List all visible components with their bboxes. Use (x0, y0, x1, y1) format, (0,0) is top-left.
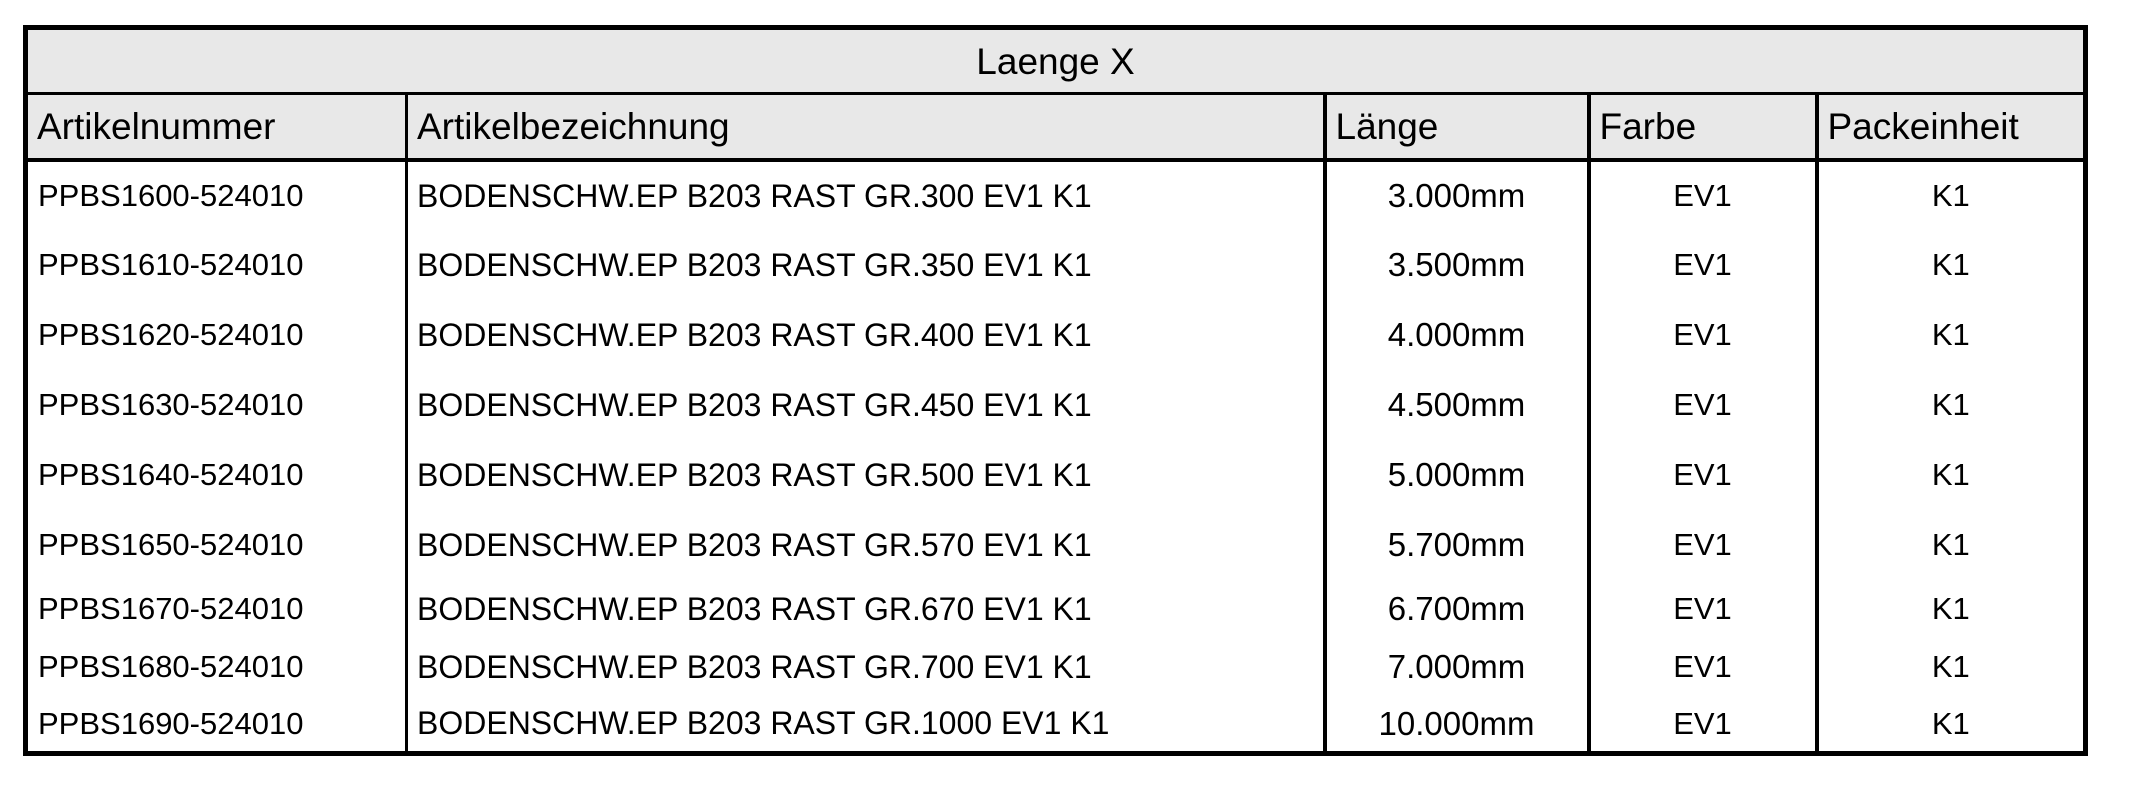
cell-artikelnummer: PPBS1620-524010 (38, 317, 304, 352)
cell-artikelbezeichnung: BODENSCHW.EP B203 RAST GR.450 EV1 K1 (405, 369, 1325, 440)
cell-artikelnummer: PPBS1650-524010 (38, 527, 304, 562)
cell-artikelnummer: PPBS1600-524010 (38, 178, 304, 213)
column-header-artikelbezeichnung: Artikelbezeichnung (405, 93, 1325, 162)
column-header-packeinheit: Packeinheit (1814, 93, 2086, 162)
cell-artikelbezeichnung: BODENSCHW.EP B203 RAST GR.400 EV1 K1 (405, 299, 1325, 370)
cell-artikelnummer: PPBS1610-524010 (38, 247, 304, 282)
table-title: Laenge X (25, 27, 2086, 95)
cell-farbe: EV1 (1586, 439, 1817, 510)
cell-artikelnummer: PPBS1630-524010 (38, 387, 304, 422)
cell-farbe: EV1 (1586, 637, 1817, 696)
cell-farbe: EV1 (1586, 159, 1817, 230)
cell-laenge: 4.500mm (1322, 369, 1589, 440)
table-row: PPBS1670-524010 BODENSCHW.EP B203 RAST G… (26, 579, 2086, 638)
cell-packeinheit: K1 (1814, 229, 2086, 300)
cell-packeinheit: K1 (1814, 369, 2086, 440)
column-header-artikelnummer: Artikelnummer (25, 93, 407, 162)
cell-packeinheit: K1 (1814, 579, 2086, 638)
cell-laenge: 6.700mm (1322, 579, 1589, 638)
table-row: PPBS1640-524010 BODENSCHW.EP B203 RAST G… (26, 439, 2086, 510)
cell-artikelbezeichnung: BODENSCHW.EP B203 RAST GR.500 EV1 K1 (405, 439, 1325, 510)
cell-artikelbezeichnung: BODENSCHW.EP B203 RAST GR.350 EV1 K1 (405, 229, 1325, 300)
column-header-laenge: Länge (1322, 93, 1589, 162)
table-row: PPBS1680-524010 BODENSCHW.EP B203 RAST G… (26, 637, 2086, 696)
cell-artikelbezeichnung: BODENSCHW.EP B203 RAST GR.300 EV1 K1 (405, 159, 1325, 230)
table-row: PPBS1630-524010 BODENSCHW.EP B203 RAST G… (26, 369, 2086, 440)
cell-laenge: 10.000mm (1322, 695, 1589, 754)
cell-packeinheit: K1 (1814, 509, 2086, 580)
cell-artikelbezeichnung: BODENSCHW.EP B203 RAST GR.570 EV1 K1 (405, 509, 1325, 580)
cell-farbe: EV1 (1586, 369, 1817, 440)
cell-artikelbezeichnung: BODENSCHW.EP B203 RAST GR.670 EV1 K1 (405, 579, 1325, 638)
cell-laenge: 3.000mm (1322, 159, 1589, 230)
cell-farbe: EV1 (1586, 229, 1817, 300)
cell-laenge: 3.500mm (1322, 229, 1589, 300)
cell-laenge: 4.000mm (1322, 299, 1589, 370)
table-row: PPBS1650-524010 BODENSCHW.EP B203 RAST G… (26, 509, 2086, 580)
cell-laenge: 5.700mm (1322, 509, 1589, 580)
table-row: PPBS1600-524010 BODENSCHW.EP B203 RAST G… (26, 159, 2086, 230)
cell-artikelnummer: PPBS1640-524010 (38, 457, 304, 492)
table-header-row: Artikelnummer Artikelbezeichnung Länge F… (25, 93, 2086, 162)
cell-farbe: EV1 (1586, 579, 1817, 638)
table-row: PPBS1610-524010 BODENSCHW.EP B203 RAST G… (26, 229, 2086, 300)
cell-artikelnummer: PPBS1690-524010 (38, 705, 304, 741)
cell-farbe: EV1 (1586, 509, 1817, 580)
cell-packeinheit: K1 (1814, 299, 2086, 370)
cell-laenge: 7.000mm (1322, 637, 1589, 696)
cell-packeinheit: K1 (1814, 159, 2086, 230)
cell-artikelbezeichnung: BODENSCHW.EP B203 RAST GR.700 EV1 K1 (405, 637, 1325, 696)
column-header-farbe: Farbe (1586, 93, 1817, 162)
cell-packeinheit: K1 (1814, 695, 2086, 754)
product-table: Laenge X Artikelnummer Artikelbezeichnun… (23, 25, 2089, 756)
table-row: PPBS1620-524010 BODENSCHW.EP B203 RAST G… (26, 299, 2086, 370)
table-title-row: Laenge X (25, 27, 2086, 95)
cell-farbe: EV1 (1586, 299, 1817, 370)
cell-laenge: 5.000mm (1322, 439, 1589, 510)
cell-farbe: EV1 (1586, 695, 1817, 754)
cell-packeinheit: K1 (1814, 439, 2086, 510)
cell-artikelbezeichnung: BODENSCHW.EP B203 RAST GR.1000 EV1 K1 (405, 695, 1325, 754)
table-row: PPBS1690-524010 BODENSCHW.EP B203 RAST G… (26, 695, 2086, 754)
cell-artikelnummer: PPBS1670-524010 (38, 591, 304, 626)
cell-artikelnummer: PPBS1680-524010 (38, 649, 304, 684)
cell-packeinheit: K1 (1814, 637, 2086, 696)
